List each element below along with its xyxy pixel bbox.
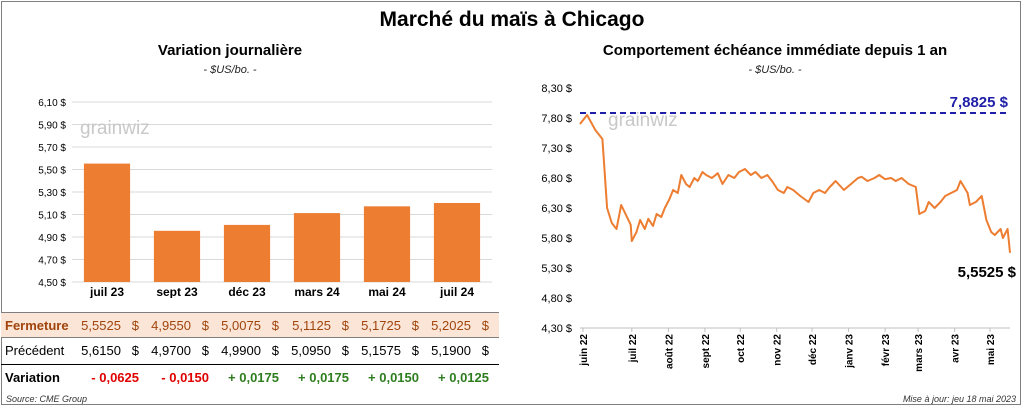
table-cell: 5,0950 $ (291, 343, 349, 358)
table-cell: - 0,0625 (91, 370, 139, 385)
line-x-tick-label: juin 22 (579, 334, 590, 367)
bar-x-label: sept 23 (156, 285, 198, 298)
bar-5 (433, 202, 481, 282)
line-y-tick-label: 6,30 $ (541, 203, 572, 215)
line-x-tick-label: juil 22 (628, 334, 639, 364)
bar-y-tick-label: 5,90 $ (38, 121, 66, 132)
bar-x-label: juil 23 (89, 285, 124, 298)
right-chart-unit: - $US/bo. - (748, 64, 802, 76)
row-label: Précédent (5, 343, 65, 358)
line-x-tick-label: août 22 (664, 334, 675, 369)
table-cell: 5,1575 $ (361, 343, 419, 358)
watermark-left: grainwiz (80, 118, 150, 139)
table-cell: 5,2025 $ (431, 318, 489, 333)
page-title: Marché du maïs à Chicago (379, 8, 645, 31)
last-value-label: 5,5525 $ (958, 264, 1017, 281)
bar-y-tick-label: 4,50 $ (38, 278, 66, 289)
bar-y-tick-label: 5,30 $ (38, 188, 66, 199)
max-value-label: 7,8825 $ (950, 94, 1009, 111)
bar-x-label: juil 24 (439, 285, 474, 298)
bar-2 (223, 224, 271, 282)
bar-1 (153, 230, 201, 282)
row-variation: Variation - 0,0625 - 0,0150 + 0,0175 + 0,017… (1, 364, 499, 389)
table-cell: + 0,0125 (438, 370, 489, 385)
right-chart-title: Comportement échéance immédiate depuis 1… (602, 42, 948, 59)
left-chart-title: Variation journalière (157, 42, 303, 59)
line-x-tick-label: oct 22 (736, 334, 747, 363)
table-cell: + 0,0175 (228, 370, 279, 385)
bar-x-label: déc 23 (228, 285, 266, 298)
bar-4 (363, 206, 411, 282)
line-x-tick-label: févr 23 (881, 334, 892, 367)
line-y-tick-label: 5,30 $ (541, 263, 572, 275)
line-y-tick-label: 4,80 $ (541, 293, 572, 305)
updated-note: Mise à jour: jeu 18 mai 2023 (902, 394, 1016, 404)
line-y-tick-label: 7,30 $ (541, 143, 572, 155)
line-y-tick-label: 4,30 $ (541, 323, 572, 335)
row-precedent: Précédent 5,6150 $ 4,9700 $ 4,9900 $ 5,0950 … (1, 338, 499, 362)
bar-0 (83, 163, 131, 282)
line-x-tick-label: janv 23 (845, 334, 856, 369)
bar-x-label: mai 24 (368, 285, 406, 298)
table-cell: 4,9900 $ (221, 343, 279, 358)
bar-x-label: mars 24 (294, 285, 340, 298)
bar-y-tick-label: 5,70 $ (38, 143, 66, 154)
table-cell: + 0,0150 (368, 370, 419, 385)
row-fermeture: Fermeture 5,5525 $ 4,9550 $ 5,0075 $ 5,1125 … (1, 312, 499, 338)
line-y-tick-label: 8,30 $ (541, 83, 572, 95)
watermark-right: grainwiz (608, 110, 678, 131)
line-x-tick-label: mars 23 (914, 334, 925, 372)
price-line-series (579, 114, 1011, 253)
line-x-tick-label: sept 22 (701, 334, 712, 369)
table-cell: - 0,0150 (161, 370, 209, 385)
table-cell: 5,5525 $ (81, 318, 139, 333)
bar-y-tick-label: 5,50 $ (38, 166, 66, 177)
table-cell: 5,0075 $ (221, 318, 279, 333)
table-cell: 4,9550 $ (151, 318, 209, 333)
line-y-tick-label: 7,80 $ (541, 113, 572, 125)
line-x-tick-label: avr 23 (951, 334, 962, 363)
bar-y-tick-label: 5,10 $ (38, 211, 66, 222)
table-cell: 5,1725 $ (361, 318, 419, 333)
bar-3 (293, 213, 341, 282)
line-x-tick-label: mai 23 (986, 334, 997, 366)
source-note: Source: CME Group (6, 394, 88, 404)
bar-y-tick-label: 6,10 $ (38, 98, 66, 109)
table-cell: 4,9700 $ (151, 343, 209, 358)
row-label: Fermeture (5, 318, 69, 333)
table-cell: 5,1900 $ (431, 343, 489, 358)
line-x-tick-label: déc 22 (808, 334, 819, 366)
line-chart: 4,30 $ 4,80 $ 5,30 $ 5,80 $ 6,30 $ 6,80 $ 7,30… (541, 83, 1017, 372)
bar-y-tick-label: 4,70 $ (38, 256, 66, 267)
left-chart-unit: - $US/bo. - (203, 64, 257, 76)
line-y-tick-label: 5,80 $ (541, 233, 572, 245)
line-y-tick-label: 6,80 $ (541, 173, 572, 185)
table-cell: 5,1125 $ (292, 318, 349, 333)
table-cell: + 0,0175 (298, 370, 349, 385)
bar-y-tick-label: 4,90 $ (38, 233, 66, 244)
bar-chart: 4,50 $ 4,70 $ 4,90 $ 5,10 $ 5,30 $ 5,50 $ 5,70… (38, 98, 492, 298)
row-label: Variation (5, 370, 60, 385)
line-x-tick-label: nov 22 (773, 334, 784, 366)
table-cell: 5,6150 $ (81, 343, 139, 358)
